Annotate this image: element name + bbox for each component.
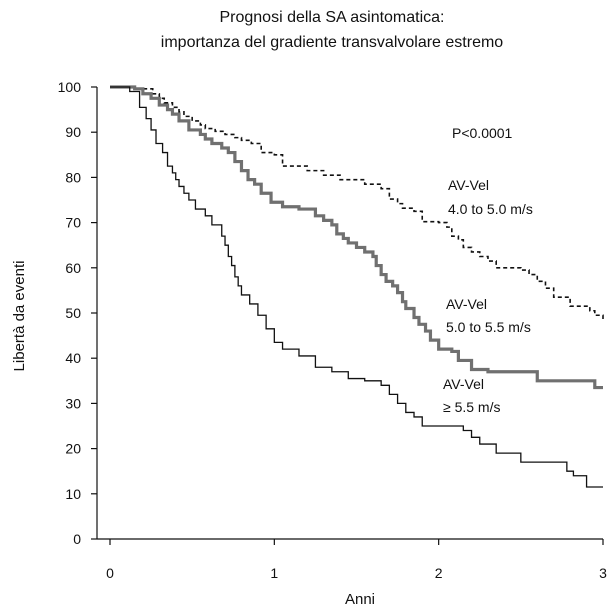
y-tick-label: 50 — [65, 305, 81, 321]
series-label-s1-line2: 4.0 to 5.0 m/s — [448, 201, 533, 217]
series-label-s2-line2: 5.0 to 5.5 m/s — [446, 319, 531, 335]
survival-curve-s2 — [110, 85, 603, 390]
x-tick-label: 2 — [435, 565, 443, 581]
y-tick-label: 70 — [65, 215, 81, 231]
series-label-s2-line1: AV-Vel — [446, 296, 487, 312]
y-tick-label: 40 — [65, 350, 81, 366]
x-tick-label: 0 — [106, 565, 114, 581]
y-tick-label: 30 — [65, 395, 81, 411]
y-tick-label: 20 — [65, 441, 81, 457]
x-tick-label: 1 — [270, 565, 278, 581]
x-tick-label: 3 — [599, 565, 607, 581]
y-tick-label: 0 — [73, 531, 81, 547]
chart-title: Prognosi della SA asintomatica: — [219, 9, 444, 26]
chart-subtitle: importanza del gradiente transvalvolare … — [161, 34, 504, 51]
survival-curves — [110, 85, 604, 488]
y-tick-label: 90 — [65, 124, 81, 140]
axis-ticks: 0 10 20 30 40 50 60 70 80 90 100 0 1 2 3 — [58, 79, 607, 581]
series-label-s3-line2: ≥ 5.5 m/s — [443, 399, 500, 415]
y-tick-label: 100 — [58, 79, 82, 95]
survival-curve-s3 — [110, 86, 603, 488]
series-label-s3-line1: AV-Vel — [443, 376, 484, 392]
p-value-label: P<0.0001 — [452, 125, 513, 141]
x-axis-label: Anni — [345, 591, 375, 608]
y-tick-label: 10 — [65, 486, 81, 502]
y-tick-label: 80 — [65, 169, 81, 185]
series-label-s1-line1: AV-Vel — [448, 177, 489, 193]
y-tick-label: 60 — [65, 260, 81, 276]
y-axis-label: Libertà da eventi — [11, 261, 28, 372]
